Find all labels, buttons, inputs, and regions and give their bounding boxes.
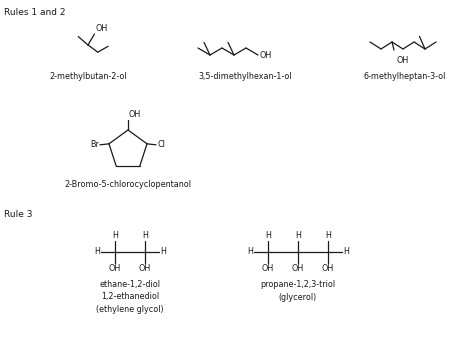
Text: OH: OH [397, 56, 409, 65]
Text: OH: OH [292, 264, 304, 273]
Text: OH: OH [322, 264, 334, 273]
Text: Rule 3: Rule 3 [4, 210, 33, 219]
Text: H: H [94, 248, 100, 256]
Text: Cl: Cl [157, 140, 165, 149]
Text: H: H [325, 231, 331, 240]
Text: H: H [142, 231, 148, 240]
Text: 2-Bromo-5-chlorocyclopentanol: 2-Bromo-5-chlorocyclopentanol [64, 180, 191, 189]
Text: OH: OH [109, 264, 121, 273]
Text: H: H [265, 231, 271, 240]
Text: H: H [295, 231, 301, 240]
Text: OH: OH [139, 264, 151, 273]
Text: H: H [112, 231, 118, 240]
Text: 3,5-dimethylhexan-1-ol: 3,5-dimethylhexan-1-ol [198, 72, 292, 81]
Text: OH: OH [262, 264, 274, 273]
Text: H: H [247, 248, 253, 256]
Text: OH: OH [129, 110, 141, 119]
Text: ethane-1,2-diol
1,2-ethanediol
(ethylene glycol): ethane-1,2-diol 1,2-ethanediol (ethylene… [96, 280, 164, 314]
Text: H: H [160, 248, 166, 256]
Text: 2-methylbutan-2-ol: 2-methylbutan-2-ol [49, 72, 127, 81]
Text: OH: OH [95, 24, 108, 33]
Text: propane-1,2,3-triol
(glycerol): propane-1,2,3-triol (glycerol) [260, 280, 336, 301]
Text: H: H [343, 248, 349, 256]
Text: OH: OH [260, 50, 272, 59]
Text: Rules 1 and 2: Rules 1 and 2 [4, 8, 65, 17]
Text: 6-methylheptan-3-ol: 6-methylheptan-3-ol [364, 72, 446, 81]
Text: Br: Br [90, 140, 99, 149]
